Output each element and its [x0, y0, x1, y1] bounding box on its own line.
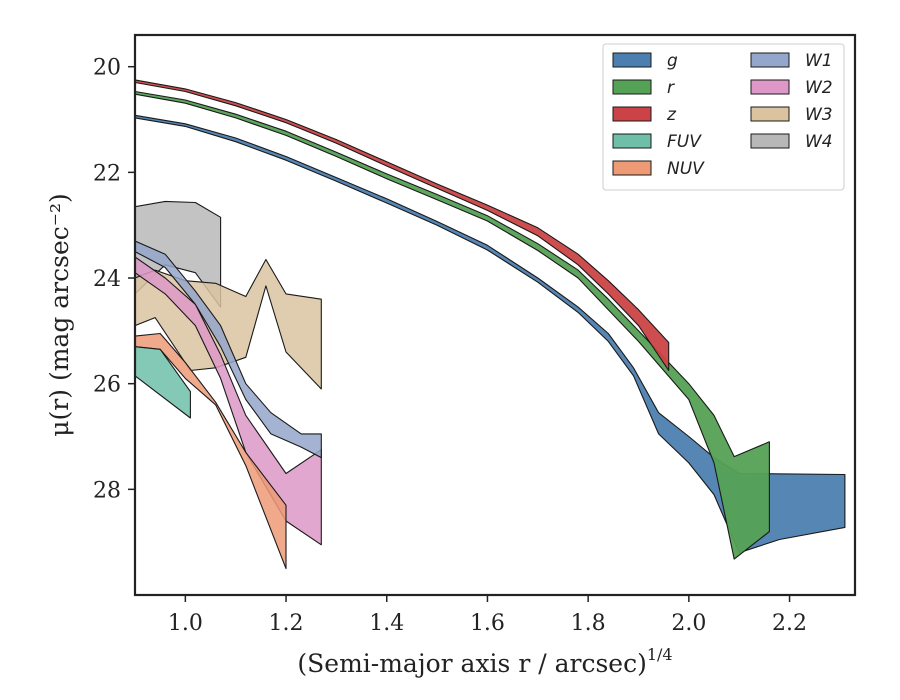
x-tick-label: 1.4	[369, 611, 404, 636]
legend-label-g: g	[667, 51, 678, 71]
legend-swatch-z	[612, 106, 652, 122]
band-z	[135, 79, 670, 372]
band-r	[135, 90, 770, 560]
legend-swatch-w4	[750, 133, 790, 149]
y-tick-label: 26	[93, 373, 121, 398]
x-tick-label: 1.6	[470, 611, 505, 636]
legend-label-nuv: NUV	[667, 159, 705, 179]
legend-label-w4: W4	[805, 132, 833, 152]
y-axis-label: μ(r) (mag arcsec⁻²)	[45, 193, 74, 436]
band-g	[135, 114, 846, 554]
legend-label-fuv: FUV	[667, 132, 702, 152]
band-fuv	[135, 346, 191, 419]
band-layer	[135, 79, 846, 570]
legend-label-z: z	[666, 105, 677, 125]
legend-swatch-w3	[750, 106, 790, 122]
x-axis-ticks: 1.0 1.2 1.4 1.6 1.8 2.0 2.2	[168, 595, 807, 636]
y-tick-label: 22	[93, 161, 121, 186]
band-w1	[135, 240, 322, 459]
legend-label-w1: W1	[805, 51, 833, 71]
legend-swatch-g	[612, 52, 652, 68]
x-tick-label: 2.2	[772, 611, 807, 636]
y-tick-label: 24	[93, 267, 121, 292]
band-w2	[135, 256, 322, 546]
y-tick-label: 20	[93, 56, 121, 81]
legend-label-w3: W3	[805, 105, 833, 125]
x-tick-label: 1.0	[168, 611, 203, 636]
x-tick-label: 1.2	[269, 611, 304, 636]
x-tick-label: 2.0	[671, 611, 706, 636]
legend-swatch-w2	[750, 79, 790, 95]
legend-swatch-fuv	[612, 133, 652, 149]
y-axis-ticks: 20 22 24 26 28	[93, 56, 135, 503]
legend: grz FUV NUV W1 W2 W3 W4	[602, 43, 845, 191]
plot-frame	[133, 33, 857, 597]
legend-swatch-w1	[750, 52, 790, 68]
legend-swatch-nuv	[612, 160, 652, 176]
y-tick-label: 28	[93, 478, 121, 503]
x-tick-label: 1.8	[571, 611, 606, 636]
legend-swatch-r	[612, 79, 652, 95]
legend-label-w2: W2	[805, 78, 833, 98]
x-axis-label: (Semi-major axis r / arcsec)1/4	[297, 645, 672, 678]
legend-label-r: r	[667, 78, 675, 98]
